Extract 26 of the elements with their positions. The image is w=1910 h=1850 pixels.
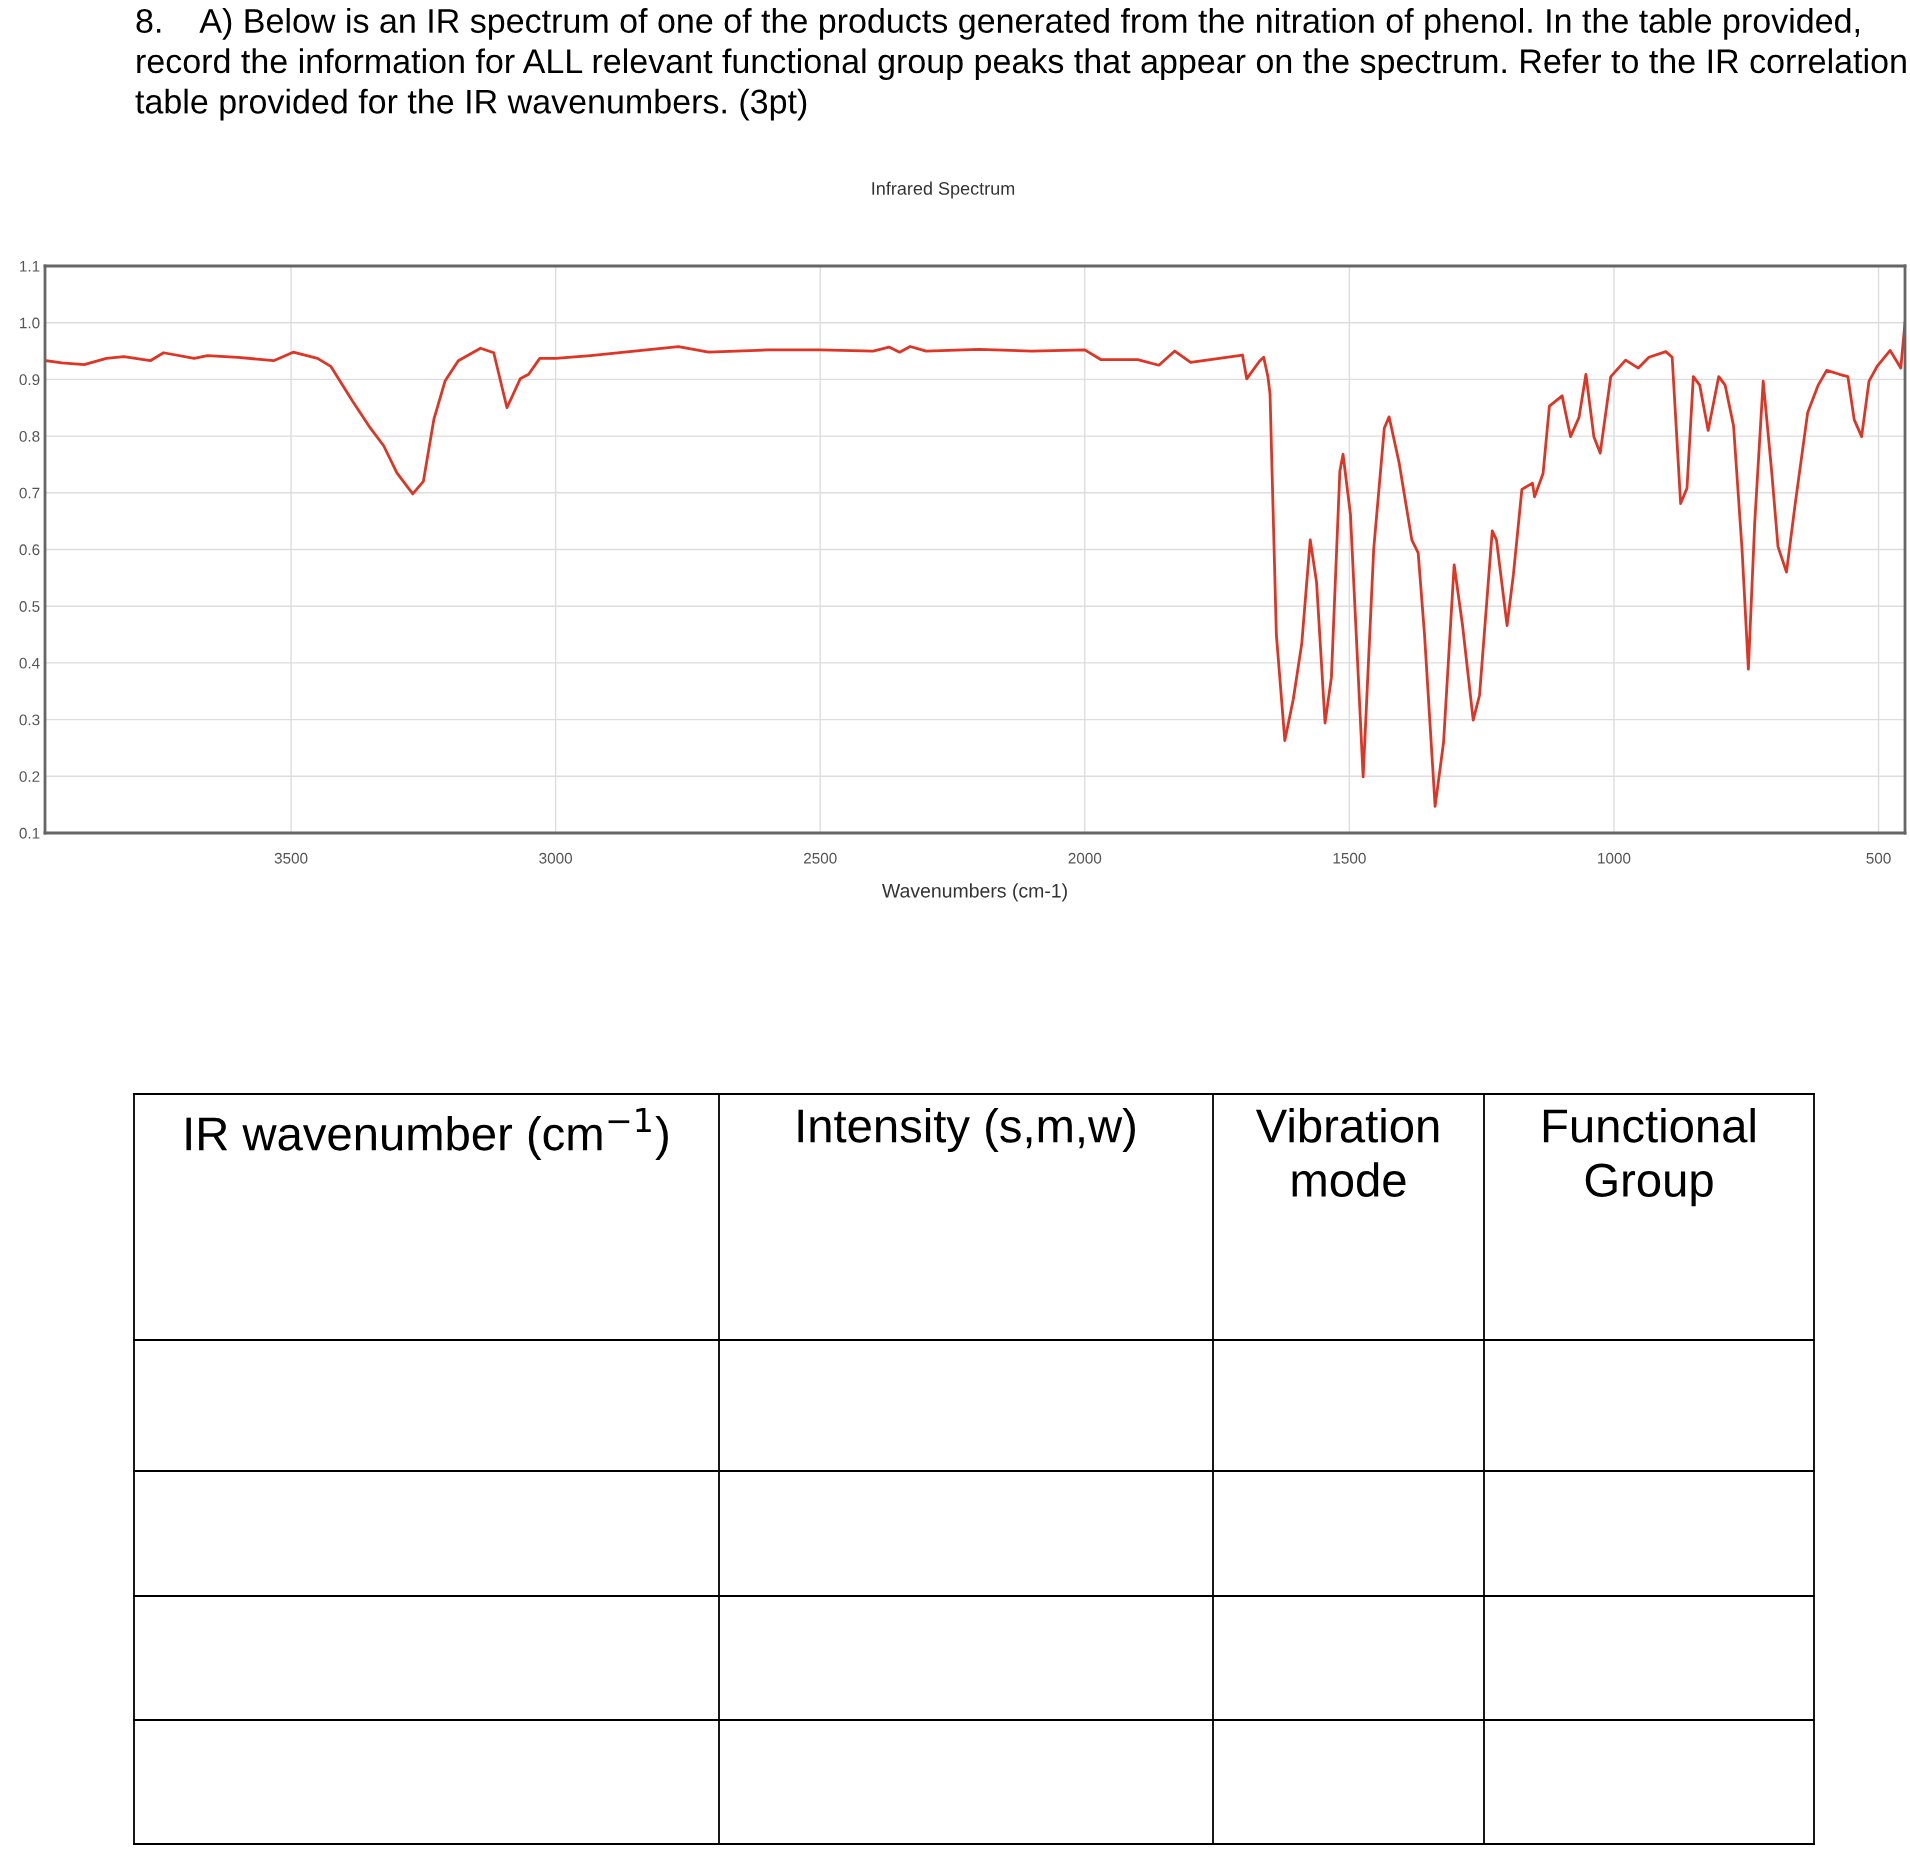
y-tick-label: 0.5 [19,601,40,612]
x-axis-title: Wavenumbers (cm-1) [882,883,1067,902]
y-tick-label: 0.8 [19,430,40,442]
x-tick-label: 500 [1866,852,1891,864]
text: Intensity (s,m,w) [798,1108,1135,1153]
text: Functional Group [1543,1108,1755,1207]
x-tick-label: 2500 [804,852,837,864]
y-tick-label: 0.7 [19,487,40,499]
y-tick-label: 0.6 [19,544,40,556]
y-tick-label: 1.0 [20,317,40,329]
y-tick-label: 0.3 [19,714,40,726]
x-tick-label: 2000 [1068,852,1102,864]
x-tick-label: 3000 [539,852,573,864]
text: Vibration mode [1255,1108,1439,1197]
y-tick-label: 1.1 [20,261,40,272]
text: IR wavenumber (cm$^{−1}$) [186,1108,668,1160]
chart-subtitle: Infrared Spectrum [872,181,1015,199]
x-tick-label: 3500 [274,852,308,864]
y-tick-label: 0.9 [19,374,40,386]
x-tick-label: 1500 [1333,852,1366,864]
y-tick-label: 0.1 [19,827,40,839]
y-tick-label: 0.2 [19,771,40,782]
chart-title: 8. A) Below is an IR spectrum of one of the products generated from the nitration of phenol. In the table provided, record the information for ALL relevant functional group peaks that appear on the spectrum. Refer to the IR correlation table provided for the IR wavenumbers. (3pt) [135,8,1906,121]
y-tick-label: 0.4 [19,657,40,669]
line-series [45,321,1905,808]
x-tick-label: 1000 [1598,852,1631,864]
